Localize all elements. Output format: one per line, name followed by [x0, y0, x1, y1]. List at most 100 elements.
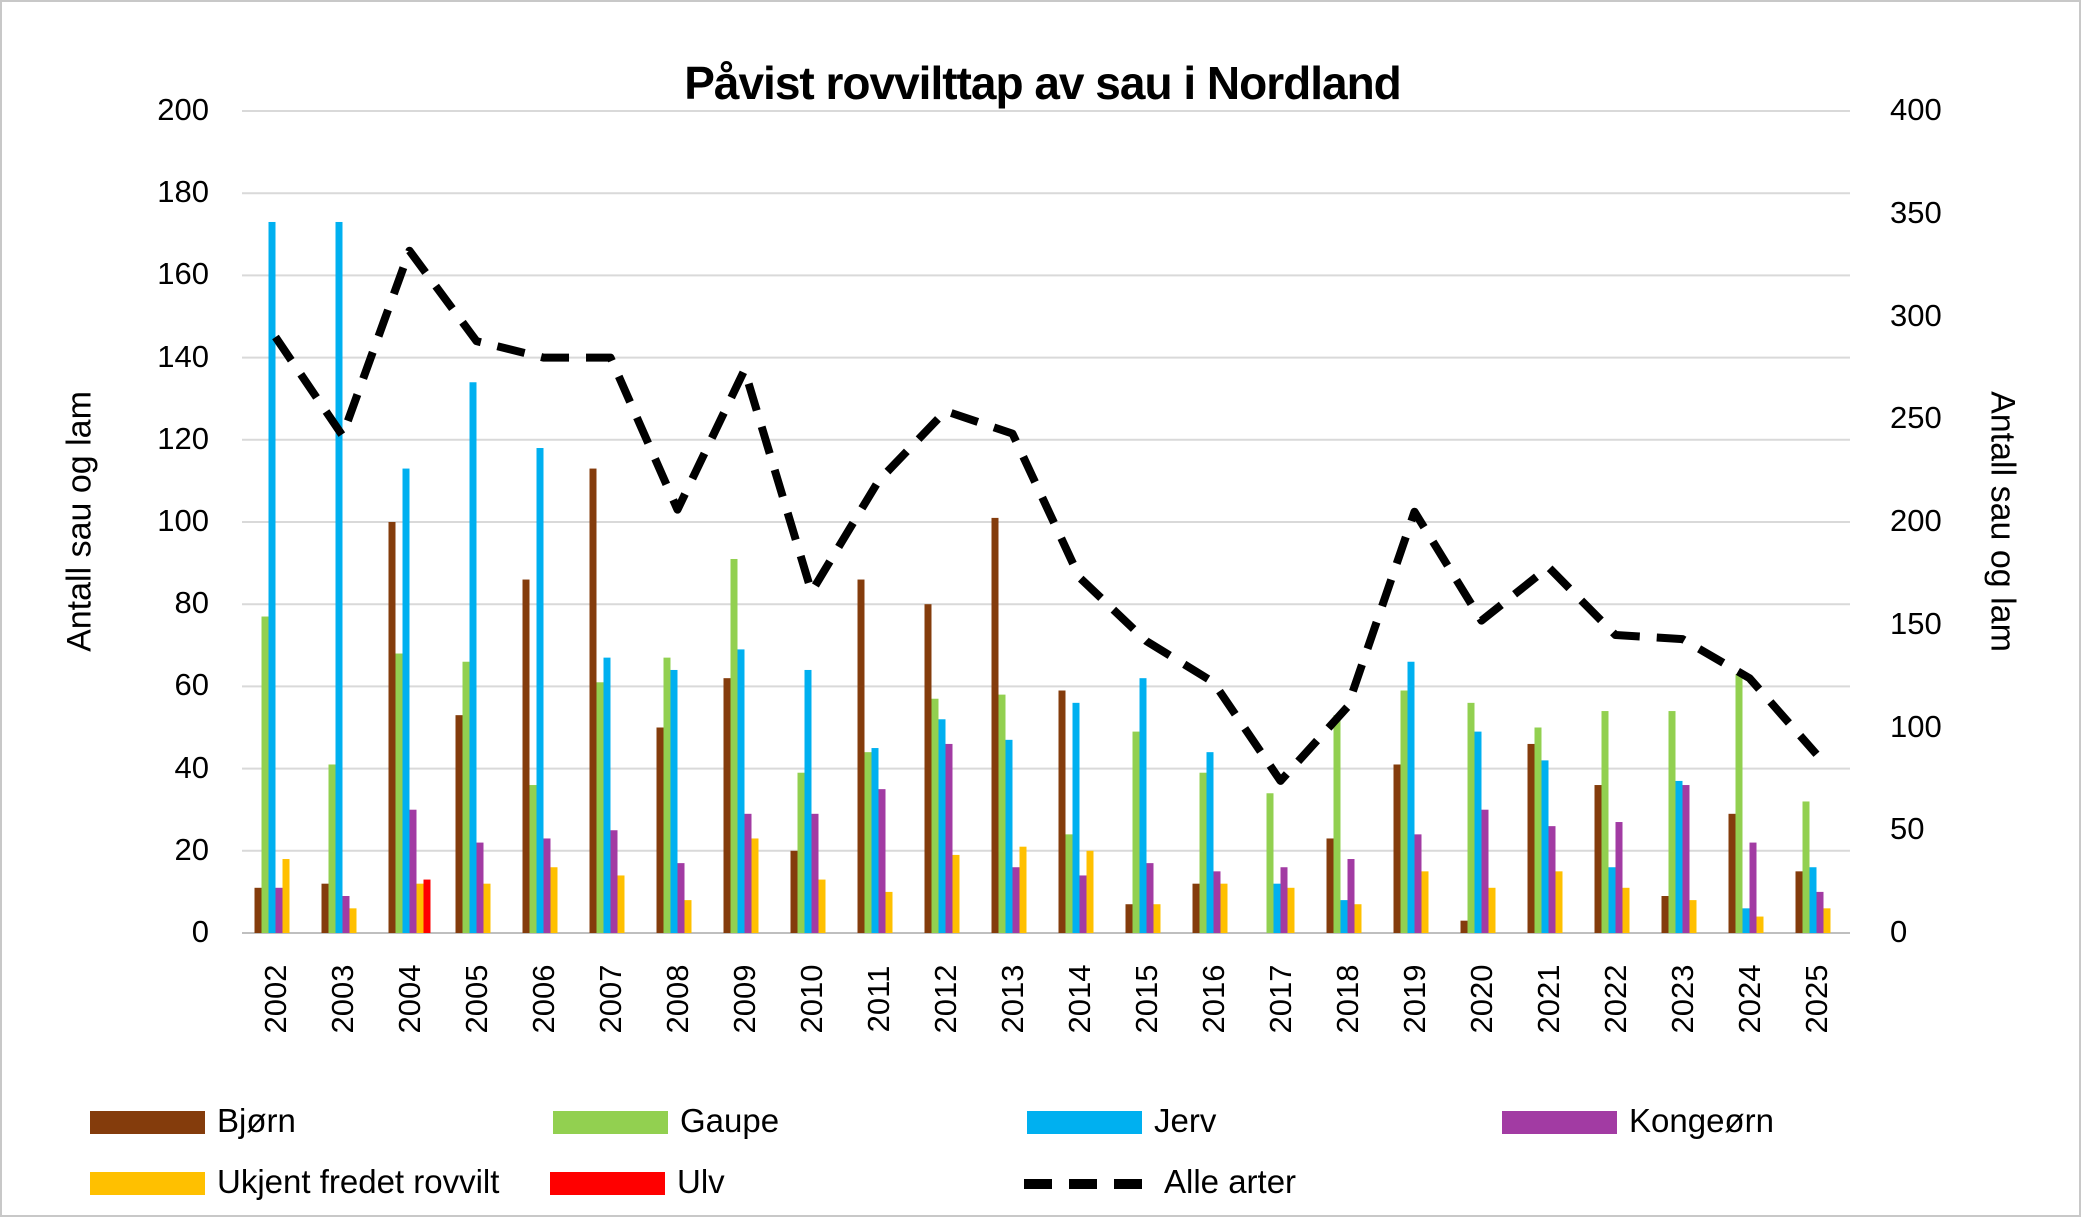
- bar-gaupe-2003: [328, 764, 336, 933]
- x-tick-label: 2022: [1597, 964, 1633, 1034]
- bar-jerv-2015: [1139, 678, 1147, 933]
- right-axis-tick: 300: [1890, 297, 1942, 333]
- x-tick-label: 2018: [1329, 964, 1365, 1034]
- left-axis-tick: 80: [174, 585, 209, 621]
- bar-jerv-2016: [1206, 752, 1214, 933]
- bar-ukjent-fredet-rovvilt-2019: [1421, 871, 1429, 933]
- right-axis-tick: 250: [1890, 400, 1942, 436]
- bar-ukjent-fredet-rovvilt-2014: [1086, 850, 1094, 933]
- right-axis-tick: 0: [1890, 914, 1908, 949]
- bar-gaupe-2018: [1333, 715, 1341, 933]
- bar-kongeorn-2002: [275, 887, 283, 933]
- bar-jerv-2004: [402, 468, 410, 933]
- bar-kongeorn-2024: [1749, 842, 1757, 933]
- x-tick-label: 2016: [1195, 964, 1231, 1034]
- bar-ukjent-fredet-rovvilt-2021: [1555, 871, 1563, 933]
- bar-jerv-2007: [603, 657, 611, 933]
- bar-gaupe-2015: [1132, 731, 1140, 933]
- legend-label-jerv: Jerv: [1154, 1102, 1217, 1139]
- bar-kongeorn-2012: [945, 743, 953, 933]
- x-tick-label: 2004: [391, 964, 427, 1034]
- bar-ukjent-fredet-rovvilt-2025: [1823, 908, 1831, 933]
- left-axis-tick: 120: [157, 420, 209, 456]
- bar-ukjent-fredet-rovvilt-2024: [1756, 916, 1764, 933]
- bar-ukjent-fredet-rovvilt-2007: [617, 875, 625, 933]
- right-axis-tick: 200: [1890, 503, 1942, 538]
- bar-kongeorn-2023: [1682, 785, 1690, 933]
- bar-kongeorn-2008: [677, 863, 685, 933]
- left-axis-tick: 0: [191, 914, 209, 949]
- legend-label-ukjent-fredet-rovvilt: Ukjent fredet rovvilt: [217, 1163, 500, 1200]
- x-tick-label: 2015: [1128, 964, 1164, 1034]
- bar-jerv-2005: [469, 382, 477, 933]
- bar-ukjent-fredet-rovvilt-2023: [1689, 900, 1697, 933]
- bar-bjorn-2018: [1326, 838, 1334, 933]
- bar-bjorn-2015: [1125, 904, 1133, 933]
- bar-bjorn-2020: [1460, 920, 1468, 933]
- bar-gaupe-2016: [1199, 772, 1207, 933]
- x-tick-label: 2005: [458, 964, 494, 1034]
- bar-jerv-2021: [1541, 760, 1549, 933]
- right-axis-tick: 100: [1890, 708, 1942, 744]
- bar-jerv-2014: [1072, 702, 1080, 933]
- bar-bjorn-2005: [455, 715, 463, 933]
- legend-swatch-ulv: [550, 1172, 665, 1195]
- left-axis-tick: 180: [157, 174, 209, 210]
- bar-jerv-2003: [335, 221, 343, 934]
- bar-ukjent-fredet-rovvilt-2010: [818, 879, 826, 933]
- x-tick-label: 2012: [927, 964, 963, 1034]
- left-axis-tick: 100: [157, 503, 209, 538]
- bar-gaupe-2021: [1534, 727, 1542, 933]
- bar-jerv-2002: [268, 221, 276, 934]
- right-axis-tick: 400: [1890, 92, 1942, 127]
- bar-gaupe-2012: [931, 698, 939, 933]
- x-tick-label: 2008: [659, 964, 695, 1034]
- bar-kongeorn-2013: [1012, 867, 1020, 933]
- bar-gaupe-2006: [529, 785, 537, 933]
- x-tick-label: 2020: [1463, 964, 1499, 1034]
- bar-ukjent-fredet-rovvilt-2018: [1354, 904, 1362, 933]
- bar-kongeorn-2020: [1481, 809, 1489, 933]
- bar-kongeorn-2021: [1548, 826, 1556, 933]
- bar-bjorn-2019: [1393, 764, 1401, 933]
- bar-gaupe-2024: [1735, 674, 1743, 933]
- bar-kongeorn-2022: [1615, 822, 1623, 933]
- legend-label-alle-arter: Alle arter: [1164, 1163, 1297, 1200]
- bar-ukjent-fredet-rovvilt-2011: [885, 891, 893, 933]
- bar-ukjent-fredet-rovvilt-2022: [1622, 887, 1630, 933]
- bar-bjorn-2008: [656, 727, 664, 933]
- legend-label-gaupe: Gaupe: [680, 1102, 780, 1139]
- legend-label-bjorn: Bjørn: [217, 1102, 296, 1139]
- bar-ukjent-fredet-rovvilt-2006: [550, 867, 558, 933]
- bar-jerv-2012: [938, 719, 946, 933]
- x-tick-label: 2003: [324, 964, 360, 1034]
- bar-jerv-2009: [737, 649, 745, 933]
- bar-ukjent-fredet-rovvilt-2013: [1019, 846, 1027, 933]
- bar-gaupe-2023: [1668, 711, 1676, 933]
- bar-ukjent-fredet-rovvilt-2005: [483, 883, 491, 933]
- x-tick-label: 2021: [1530, 964, 1566, 1034]
- bar-bjorn-2011: [857, 579, 865, 933]
- bar-gaupe-2004: [395, 653, 403, 933]
- bar-jerv-2013: [1005, 739, 1013, 933]
- bar-gaupe-2014: [1065, 834, 1073, 933]
- left-axis-tick: 20: [174, 831, 209, 867]
- bar-kongeorn-2006: [543, 838, 551, 933]
- bar-kongeorn-2005: [476, 842, 484, 933]
- bar-gaupe-2005: [462, 661, 470, 933]
- bar-gaupe-2020: [1467, 702, 1475, 933]
- x-tick-label: 2024: [1731, 964, 1767, 1034]
- bar-kongeorn-2003: [342, 896, 350, 933]
- bar-jerv-2025: [1809, 867, 1817, 933]
- x-tick-label: 2010: [793, 964, 829, 1034]
- bar-bjorn-2021: [1527, 743, 1535, 933]
- bar-gaupe-2011: [864, 752, 872, 933]
- bar-gaupe-2017: [1266, 793, 1274, 933]
- x-tick-label: 2019: [1396, 964, 1432, 1034]
- bar-bjorn-2023: [1661, 896, 1669, 933]
- bar-gaupe-2022: [1601, 711, 1609, 933]
- bar-jerv-2011: [871, 748, 879, 933]
- bar-jerv-2008: [670, 669, 678, 933]
